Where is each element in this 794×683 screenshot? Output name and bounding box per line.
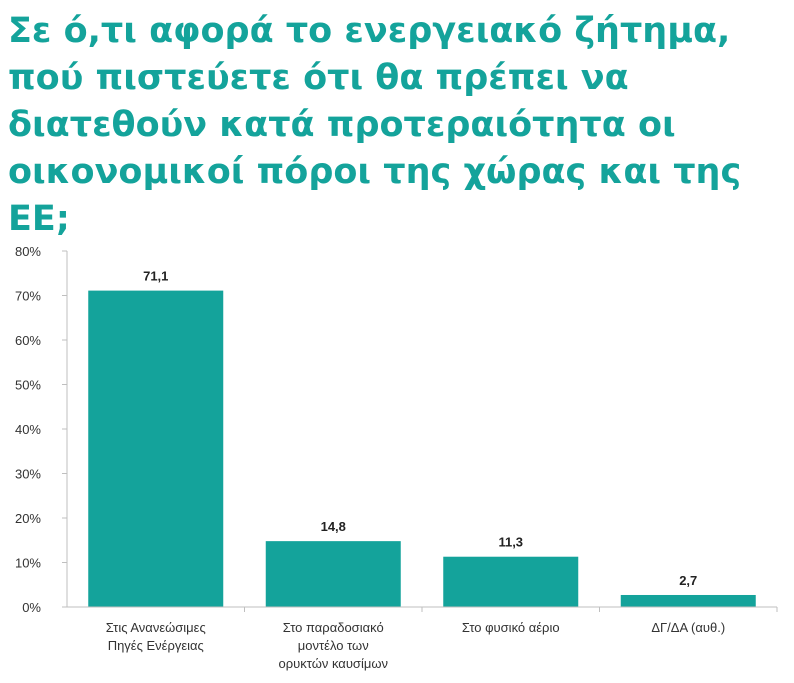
y-tick-label: 60% [15,333,41,348]
x-axis: Στις Ανανεώσιμες Πηγές Ενέργειας Στο παραδ… [67,606,778,671]
data-labels: 71,1 14,8 11,3 2,7 [143,269,697,588]
x-tick-label-line: Πηγές Ενέργειας [108,638,204,653]
bars [88,290,756,607]
bar [265,541,401,607]
bar [620,594,756,607]
x-tick-label: Στο φυσικό αέριο [462,620,560,635]
y-tick-label: 80% [15,244,41,259]
y-tick-label: 0% [22,600,41,615]
data-label: 2,7 [679,573,697,588]
data-label: 14,8 [321,519,346,534]
x-tick-label-line: ορυκτών καυσίμων [279,656,388,671]
y-tick-label: 20% [15,511,41,526]
y-tick-label: 70% [15,289,41,304]
bar [443,556,579,607]
x-tick-label-line: Στις Ανανεώσιμες [106,620,206,635]
x-tick-label-line: Στο παραδοσιακό [283,620,384,635]
x-tick-label-line: ΔΓ/ΔΑ (αυθ.) [651,620,725,635]
chart-title: Σε ό,τι αφορά το ενεργειακό ζήτημα, πού … [8,11,742,239]
y-tick-label: 50% [15,378,41,393]
x-tick-label: ΔΓ/ΔΑ (αυθ.) [651,620,725,635]
x-tick-label: Στο παραδοσιακό μοντέλο των ορυκτών καυσίμ… [279,620,388,671]
y-axis: 0% 10% 20% 30% 40% 50% 60% 70% 80% [15,244,68,615]
data-label: 11,3 [498,535,523,550]
y-tick-label: 40% [15,422,41,437]
x-tick-label-line: μοντέλο των [298,638,369,653]
x-tick-label-line: Στο φυσικό αέριο [462,620,560,635]
y-tick-label: 30% [15,467,41,482]
data-label: 71,1 [143,269,168,284]
bar [88,290,224,607]
y-tick-label: 10% [15,556,41,571]
x-tick-label: Στις Ανανεώσιμες Πηγές Ενέργειας [106,620,206,653]
